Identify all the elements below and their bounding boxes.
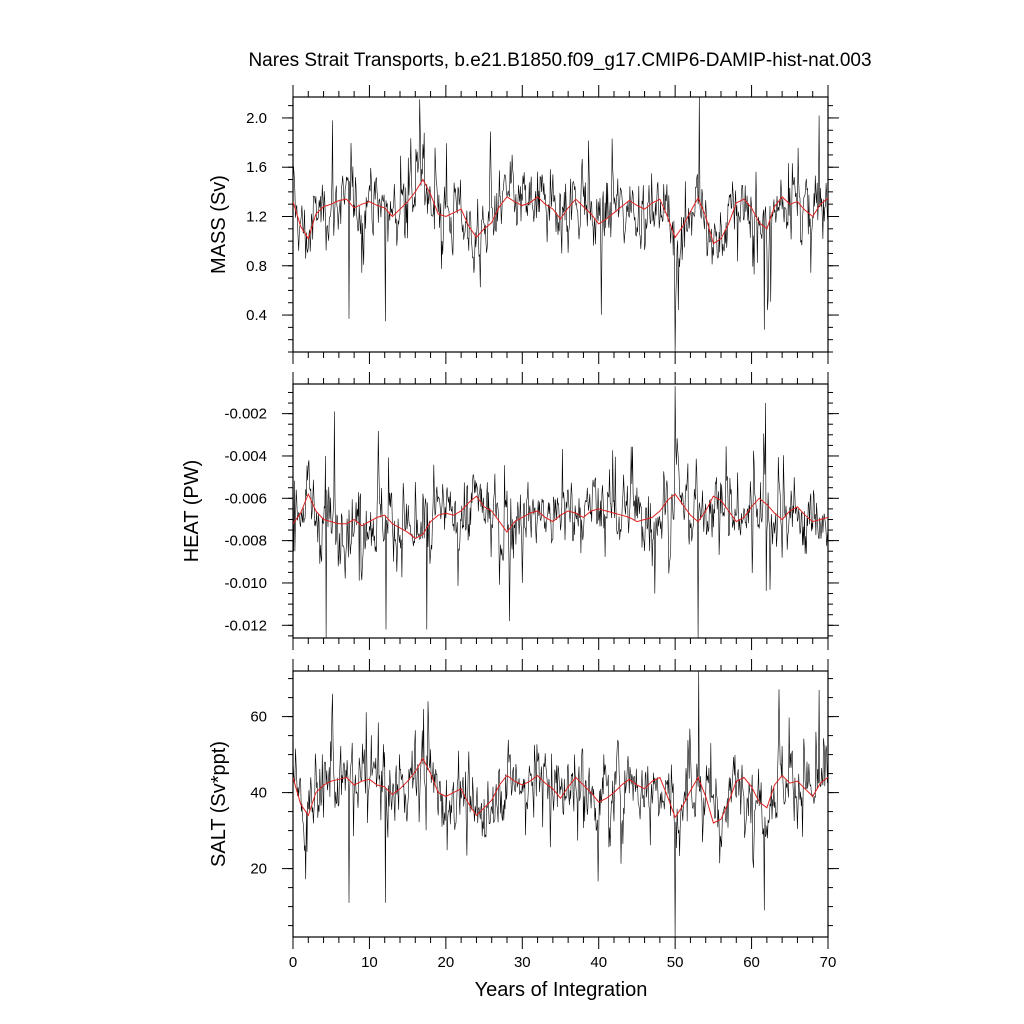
y-tick-label: 0.8 xyxy=(246,258,267,275)
x-tick-label: 60 xyxy=(743,954,760,971)
smoothed-series-line xyxy=(293,178,828,245)
y-tick-label: -0.006 xyxy=(224,490,267,507)
x-tick-label: 20 xyxy=(438,954,455,971)
panel-frame xyxy=(292,670,829,938)
panel-frame xyxy=(292,383,829,639)
y-axis-label: MASS (Sv) xyxy=(208,175,230,274)
panel-frame xyxy=(292,96,829,353)
panel-1: -0.002 -0.004 -0.006 -0.008 -0.010 -0.012 HEAT… xyxy=(181,372,839,650)
panel-2: 20 40 60 SALT (Sv*ppt) 0 10 20 30 40 50 60 70 xyxy=(208,659,839,971)
smoothed-series-line xyxy=(293,757,828,824)
y-tick-label: 2.0 xyxy=(246,110,267,127)
x-tick-label: 50 xyxy=(667,954,684,971)
y-tick-label: 0.4 xyxy=(246,307,267,324)
y-tick-label: -0.012 xyxy=(224,617,267,634)
x-tick-label: 70 xyxy=(820,954,837,971)
x-tick-label: 40 xyxy=(590,954,607,971)
panel-0: 0.4 0.8 1.2 1.6 2.0 MASS (Sv) xyxy=(208,85,839,364)
y-tick-label: 20 xyxy=(250,861,267,878)
y-axis-label: HEAT (PW) xyxy=(181,460,203,563)
monthly-series-line xyxy=(293,386,828,639)
y-tick-label: -0.002 xyxy=(224,406,267,423)
x-axis-label: Years of Integration xyxy=(475,979,648,1001)
y-tick-label: 40 xyxy=(250,785,267,802)
y-axis-label: SALT (Sv*ppt) xyxy=(208,741,230,867)
smoothed-series-line xyxy=(293,492,828,540)
x-tick-label: 30 xyxy=(514,954,531,971)
chart-title: Nares Strait Transports, b.e21.B1850.f09… xyxy=(248,50,871,71)
monthly-series-line xyxy=(293,670,828,938)
y-tick-label: 1.2 xyxy=(246,208,267,225)
y-tick-label: -0.004 xyxy=(224,448,267,465)
monthly-series-line xyxy=(293,96,828,353)
x-tick-label: 0 xyxy=(289,954,297,971)
y-tick-label: -0.010 xyxy=(224,575,267,592)
y-tick-label: 1.6 xyxy=(246,159,267,176)
x-tick-label: 10 xyxy=(361,954,378,971)
y-tick-label: 60 xyxy=(250,709,267,726)
y-tick-label: -0.008 xyxy=(224,533,267,550)
